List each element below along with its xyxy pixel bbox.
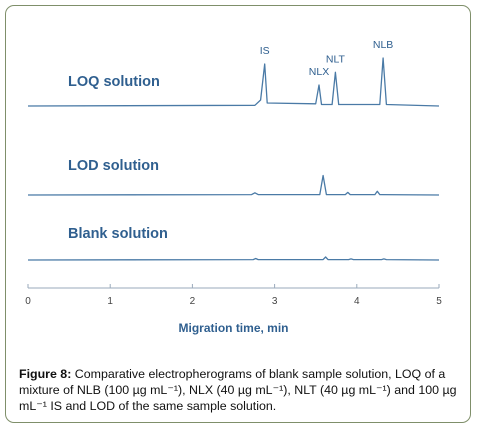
caption-text: Comparative electropherograms of blank s… [19,367,457,413]
x-tick-label-4: 4 [354,296,360,307]
trace-lod-solution [27,174,440,196]
peak-label-nlt: NLT [326,53,346,65]
x-tick-label-0: 0 [25,296,31,307]
peak-label-is: IS [260,45,270,57]
x-tick-label-2: 2 [190,296,196,307]
figure-frame [5,5,471,423]
x-tick-label-1: 1 [107,296,113,307]
x-tick-label-5: 5 [436,296,442,307]
electropherogram-chart: 0 1 2 3 4 5 Migration time, min LOQ solution IS N… [25,39,442,335]
x-tick-label-3: 3 [272,296,278,307]
peak-label-nlx: NLX [309,66,329,78]
series-label-blank-solution: Blank solution [68,226,168,242]
series-label-loq-solution: LOQ solution [68,74,160,90]
trace-loq-solution [27,57,440,107]
figure-caption: Figure 8: Comparative electropherograms … [19,366,463,414]
caption-label: Figure 8: [19,367,72,381]
peak-label-nlb: NLB [373,39,393,51]
trace-blank-solution [27,256,440,261]
series-label-lod-solution: LOD solution [68,158,159,174]
x-axis-label: Migration time, min [178,321,288,335]
